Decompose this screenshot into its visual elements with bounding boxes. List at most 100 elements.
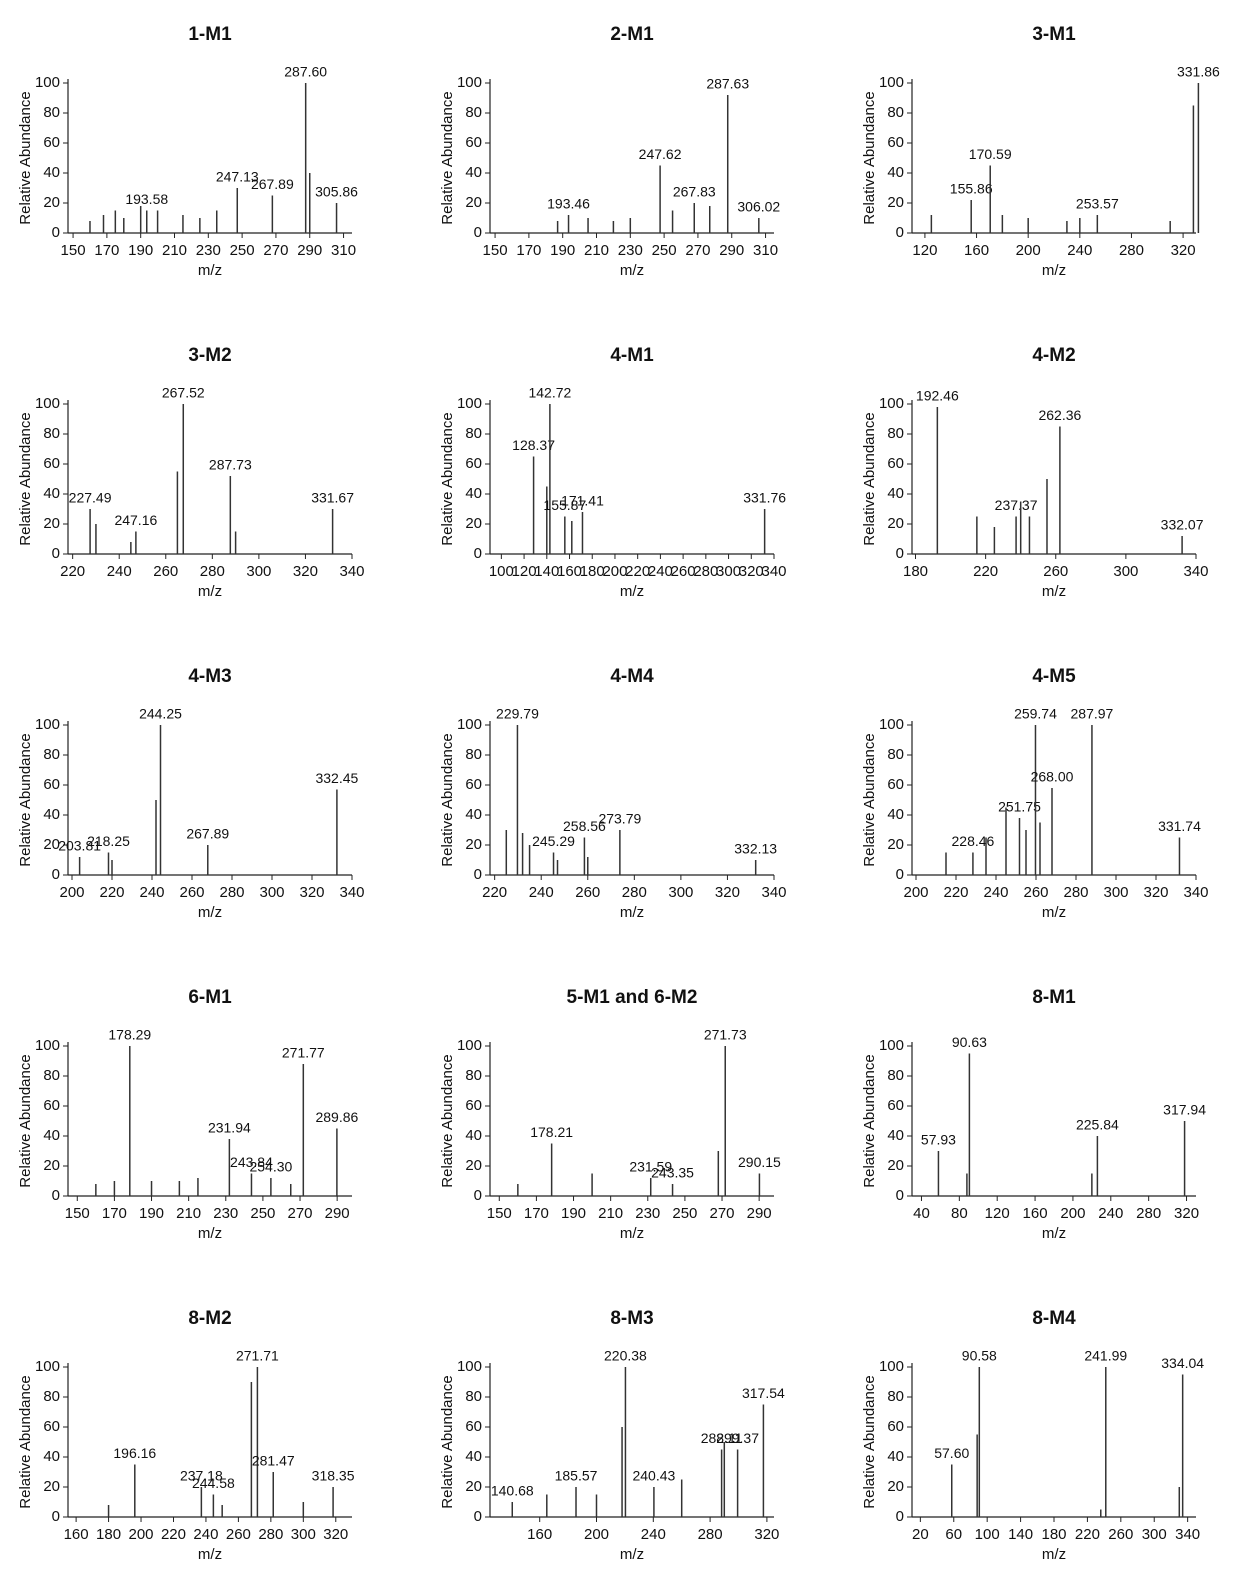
peak-label: 331.74 [1158,818,1201,834]
y-tick-label: 40 [887,164,904,181]
x-tick-label: 150 [483,242,508,259]
x-tick-label: 260 [1023,884,1048,901]
x-tick-label: 190 [139,1205,164,1222]
peak-label: 273.79 [598,811,641,827]
y-tick-label: 0 [52,224,60,241]
x-tick-label: 340 [1175,1526,1200,1543]
y-tick-label: 20 [887,515,904,532]
x-axis-label: m/z [1042,1546,1066,1563]
x-tick-label: 240 [983,884,1008,901]
x-tick-label: 280 [200,563,225,580]
x-axis-label: m/z [620,904,644,921]
peak-label: 247.13 [216,169,259,185]
y-tick-label: 100 [457,1037,482,1054]
y-tick-label: 0 [896,545,904,562]
y-tick-label: 60 [43,776,60,793]
panel-title: 4-M5 [1032,666,1076,687]
y-tick-label: 20 [465,194,482,211]
x-tick-label: 200 [602,563,627,580]
peak-label: 193.58 [125,191,168,207]
peak-label: 228.46 [952,833,995,849]
peak-label: 267.89 [186,826,229,842]
x-tick-label: 160 [557,563,582,580]
peak-label: 267.89 [251,176,294,192]
y-tick-label: 40 [465,485,482,502]
x-tick-label: 210 [584,242,609,259]
x-tick-label: 210 [162,242,187,259]
x-tick-label: 280 [1063,884,1088,901]
x-tick-label: 290 [719,242,744,259]
y-tick-label: 80 [465,1388,482,1405]
x-tick-label: 270 [288,1205,313,1222]
y-tick-label: 0 [474,224,482,241]
peak-label: 142.72 [528,385,571,401]
x-tick-label: 200 [129,1526,154,1543]
x-tick-label: 230 [196,242,221,259]
x-tick-label: 180 [903,563,928,580]
peak-label: 306.02 [737,199,780,215]
peak-label: 237.37 [995,497,1038,513]
x-tick-label: 220 [1075,1526,1100,1543]
peak-label: 317.54 [742,1385,785,1401]
x-axis-label: m/z [620,262,644,279]
y-tick-label: 60 [887,1097,904,1114]
peak-label: 289.86 [315,1109,358,1125]
x-tick-label: 170 [94,242,119,259]
y-tick-label: 80 [43,425,60,442]
y-axis-label: Relative Abundance [439,733,456,866]
x-tick-label: 280 [693,563,718,580]
y-tick-label: 40 [465,1448,482,1465]
peak-label: 251.75 [998,799,1041,815]
x-tick-label: 300 [259,884,284,901]
y-tick-label: 100 [35,395,60,412]
y-tick-label: 100 [879,74,904,91]
x-tick-label: 270 [263,242,288,259]
y-tick-label: 20 [43,836,60,853]
y-tick-label: 60 [465,134,482,151]
x-tick-label: 300 [1142,1526,1167,1543]
peak-label: 90.58 [962,1348,997,1364]
x-tick-label: 160 [1023,1205,1048,1222]
x-tick-label: 250 [250,1205,275,1222]
y-tick-label: 60 [887,455,904,472]
peak-label: 203.81 [58,838,101,854]
x-tick-label: 100 [975,1526,1000,1543]
y-axis-label: Relative Abundance [17,733,34,866]
y-tick-label: 0 [896,1508,904,1525]
y-tick-label: 0 [896,866,904,883]
peak-label: 245.29 [532,833,575,849]
y-tick-label: 0 [52,1508,60,1525]
x-axis-label: m/z [198,583,222,600]
x-tick-label: 20 [912,1526,929,1543]
x-tick-label: 120 [512,563,537,580]
y-tick-label: 100 [35,716,60,733]
y-tick-label: 100 [35,1037,60,1054]
x-tick-label: 340 [761,563,786,580]
x-tick-label: 200 [1060,1205,1085,1222]
panel-title: 3-M1 [1032,24,1076,45]
peak-label: 253.57 [1076,196,1119,212]
x-tick-label: 250 [230,242,255,259]
peak-label: 332.45 [315,770,358,786]
x-tick-label: 260 [153,563,178,580]
peak-label: 271.71 [236,1348,279,1364]
y-tick-label: 0 [474,1508,482,1525]
y-tick-label: 60 [43,1097,60,1114]
peak-label: 185.57 [555,1468,598,1484]
y-tick-label: 60 [887,776,904,793]
x-tick-label: 280 [698,1526,723,1543]
y-tick-label: 0 [474,866,482,883]
x-tick-label: 270 [685,242,710,259]
x-tick-label: 120 [985,1205,1010,1222]
x-tick-label: 120 [912,242,937,259]
y-tick-label: 60 [887,1418,904,1435]
panel-title: 8-M2 [188,1308,231,1329]
x-tick-label: 320 [293,563,318,580]
x-tick-label: 60 [945,1526,962,1543]
x-tick-label: 240 [648,563,673,580]
x-tick-label: 270 [710,1205,735,1222]
x-tick-label: 200 [584,1526,609,1543]
x-tick-label: 250 [672,1205,697,1222]
x-tick-label: 170 [102,1205,127,1222]
